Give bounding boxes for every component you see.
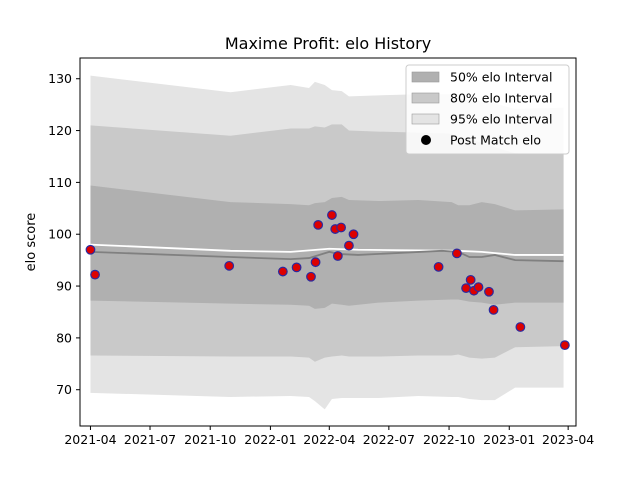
legend-label: 50% elo Interval <box>450 70 552 85</box>
post-match-point <box>306 271 316 282</box>
x-tick-label: 2021-10 <box>184 432 236 447</box>
x-tick-label: 2022-01 <box>244 432 296 447</box>
band-50-interval <box>90 185 564 309</box>
x-tick-label: 2023-04 <box>542 432 594 447</box>
y-tick-label: 70 <box>56 382 72 397</box>
legend-swatch <box>411 113 440 125</box>
y-axis: 70 80 90 100 110 120 130 <box>48 71 80 397</box>
legend-swatch <box>411 71 440 83</box>
post-match-point <box>327 210 337 220</box>
y-tick-label: 120 <box>48 123 72 138</box>
legend-label: 80% elo Interval <box>450 91 552 106</box>
legend-box <box>405 64 570 155</box>
post-match-point <box>488 305 499 315</box>
post-match-point <box>85 244 96 255</box>
x-tick-label: 2022-07 <box>363 432 415 447</box>
legend-marker <box>421 135 431 145</box>
x-tick-label: 2022-04 <box>303 432 355 447</box>
y-tick-label: 110 <box>48 175 72 190</box>
legend-swatch <box>411 92 440 104</box>
post-match-point <box>344 240 354 251</box>
y-tick-label: 100 <box>48 227 72 242</box>
x-tick-label: 2021-07 <box>124 432 176 447</box>
trend-lines <box>90 243 564 263</box>
post-match-point <box>224 260 235 271</box>
post-match-point <box>559 340 570 351</box>
x-tick-label: 2022-10 <box>423 432 475 447</box>
post-match-point <box>336 222 346 233</box>
interval-bands <box>90 75 564 410</box>
post-match-point <box>332 251 343 261</box>
post-match-point <box>348 229 359 240</box>
post-match-point <box>313 219 324 230</box>
post-match-point <box>465 274 476 285</box>
post-match-point <box>310 257 321 268</box>
x-tick-label: 2023-01 <box>483 432 535 447</box>
y-tick-label: 130 <box>48 71 72 86</box>
post-match-point <box>452 248 462 259</box>
y-tick-label: 80 <box>56 330 72 345</box>
y-axis-label: elo score <box>24 213 39 272</box>
post-match-point <box>473 282 484 292</box>
legend-label: 95% elo Interval <box>450 112 552 127</box>
mean-line <box>90 243 564 256</box>
x-axis: 2021-04 2021-07 2021-10 2022-01 2022-04 2022-… <box>64 426 594 447</box>
post-match-points <box>85 210 570 351</box>
post-match-point <box>484 286 494 297</box>
x-tick-label: 2021-04 <box>64 432 116 447</box>
post-match-point <box>90 269 100 280</box>
chart-title: Maxime Profit: elo History <box>225 34 431 53</box>
post-match-point <box>433 261 444 272</box>
median-line <box>90 249 564 263</box>
post-match-point <box>515 322 526 332</box>
legend-label: Post Match elo <box>450 133 541 148</box>
post-match-point <box>277 266 288 277</box>
legend: 50% elo Interval 80% elo Interval 95% elo … <box>405 64 570 155</box>
y-tick-label: 90 <box>56 279 72 294</box>
plot-frame <box>79 57 577 427</box>
post-match-point <box>291 262 302 273</box>
